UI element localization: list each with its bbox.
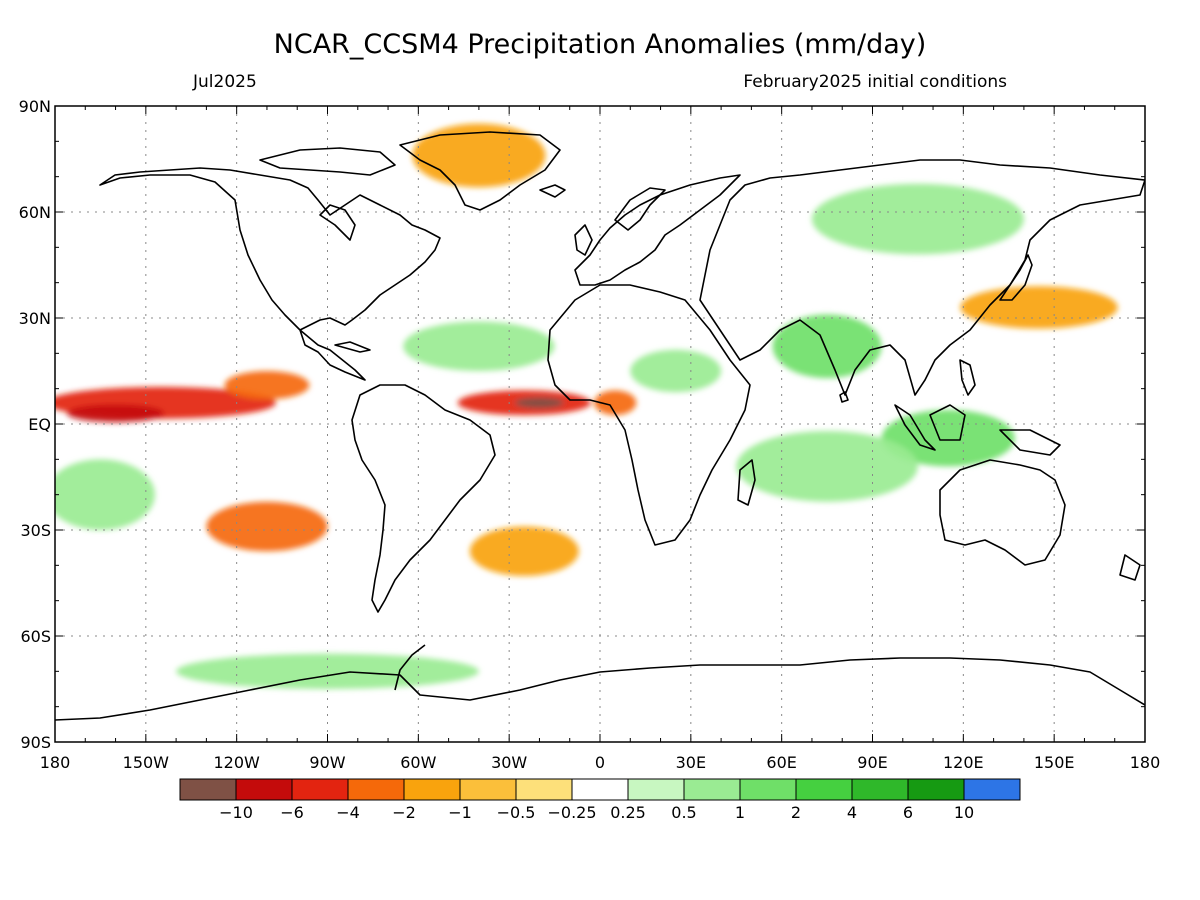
lat-label: 90N xyxy=(19,97,51,116)
lon-label: 120W xyxy=(213,753,260,772)
lon-label: 30E xyxy=(676,753,706,772)
colorbar-swatch xyxy=(347,778,405,801)
colorbar-swatch xyxy=(963,778,1021,801)
colorbar-label: −6 xyxy=(280,803,304,822)
colorbar-swatch xyxy=(795,778,853,801)
coastlines xyxy=(55,131,1145,721)
lat-label: EQ xyxy=(28,415,51,434)
anomaly-se-pacific-dry xyxy=(206,501,328,552)
colorbar-label: 2 xyxy=(791,803,801,822)
anomaly-east-pacific-dry xyxy=(224,371,310,400)
coast-africa xyxy=(547,284,751,546)
latitude-labels: 90N 60N 30N EQ 30S 60S 90S xyxy=(19,97,51,752)
colorbar-labels: −10 −6 −4 −2 −1 −0.5 −0.25 0.25 0.5 1 2 4 6 10 xyxy=(219,803,974,822)
colorbar-label: −1 xyxy=(448,803,472,822)
valid-month-label: Jul2025 xyxy=(192,72,257,92)
coast-philippines xyxy=(959,359,976,396)
anomaly-gulf-guinea-dry xyxy=(593,390,637,416)
lat-label: 60S xyxy=(20,627,51,646)
colorbar-label: −10 xyxy=(219,803,253,822)
colorbar-label: −0.5 xyxy=(497,803,536,822)
coast-north-america xyxy=(99,167,441,381)
colorbar-swatch xyxy=(235,778,293,801)
colorbar-label: 10 xyxy=(954,803,974,822)
coast-japan xyxy=(999,254,1033,301)
lat-label: 30N xyxy=(19,309,51,328)
lon-label: 0 xyxy=(595,753,605,772)
lon-label: 90E xyxy=(857,753,887,772)
anomaly-greenland-dry xyxy=(412,123,546,188)
anomaly-siberia-wet xyxy=(811,183,1024,255)
colorbar-label: −4 xyxy=(336,803,360,822)
colorbar-label: −2 xyxy=(392,803,416,822)
coast-antarctic-peninsula xyxy=(394,644,426,691)
longitude-labels: 180 150W 120W 90W 60W 30W 0 30E 60E 90E 120E 150E 18… xyxy=(40,753,1161,772)
colorbar-swatch xyxy=(851,778,909,801)
anomaly-itcz-pacific-core xyxy=(67,404,164,423)
colorbar-swatch xyxy=(403,778,461,801)
colorbar-label: 0.5 xyxy=(671,803,696,822)
lon-label: 120E xyxy=(943,753,984,772)
coast-borneo xyxy=(929,404,966,441)
colorbar-label: 6 xyxy=(903,803,913,822)
lat-label: 60N xyxy=(19,203,51,222)
colorbar-swatch xyxy=(571,778,629,801)
anomaly-nw-pacific-dry xyxy=(960,286,1118,329)
coast-south-america xyxy=(351,384,496,613)
lon-label: 60W xyxy=(400,753,436,772)
colorbar-swatch xyxy=(683,778,741,801)
lon-label: 180 xyxy=(40,753,71,772)
coast-new-zealand xyxy=(1119,554,1141,581)
colorbar-label: 0.25 xyxy=(610,803,646,822)
coast-arctic-islands xyxy=(259,147,396,176)
anomaly-central-africa-wet xyxy=(630,349,722,393)
coast-iceland xyxy=(539,184,566,198)
lon-label: 150W xyxy=(123,753,170,772)
lon-label: 30W xyxy=(491,753,527,772)
colorbar-label: 1 xyxy=(735,803,745,822)
coast-sumatra xyxy=(894,404,936,451)
coast-british-isles xyxy=(574,224,593,256)
coast-eurasia xyxy=(699,159,1145,396)
anomaly-india-wet xyxy=(772,314,882,379)
colorbar-swatch xyxy=(739,778,797,801)
lon-label: 90W xyxy=(309,753,345,772)
lon-label: 150E xyxy=(1034,753,1075,772)
coast-new-guinea xyxy=(999,429,1061,456)
colorbar xyxy=(179,778,1021,801)
coast-europe xyxy=(574,174,741,286)
init-conditions-label: February2025 initial conditions xyxy=(743,72,1007,92)
colorbar-label: −0.25 xyxy=(547,803,596,822)
colorbar-swatch xyxy=(907,778,965,801)
colorbar-swatch xyxy=(291,778,349,801)
map-title: NCAR_CCSM4 Precipitation Anomalies (mm/d… xyxy=(274,29,927,60)
coast-antarctica xyxy=(55,657,1145,721)
anomaly-atlantic-itcz-core xyxy=(515,397,564,409)
coast-greenland xyxy=(399,131,561,211)
colorbar-swatch xyxy=(627,778,685,801)
anomaly-s-atlantic-dry xyxy=(469,526,579,576)
axis-ticks xyxy=(54,105,1146,743)
anomaly-indian-ocean-wet xyxy=(736,431,918,502)
lat-label: 90S xyxy=(20,733,51,752)
lon-label: 60E xyxy=(766,753,796,772)
anomaly-south-pacific-wet xyxy=(55,459,155,530)
coast-cuba xyxy=(334,341,371,353)
lat-label: 30S xyxy=(20,521,51,540)
coast-sri-lanka xyxy=(839,391,849,403)
colorbar-swatch xyxy=(515,778,573,801)
coast-scandinavia xyxy=(614,187,666,231)
anomaly-n-atlantic-wet xyxy=(403,321,555,371)
coast-australia xyxy=(939,459,1066,566)
colorbar-swatch xyxy=(179,778,237,801)
anomaly-southern-ocean-wet xyxy=(176,653,479,689)
colorbar-label: 4 xyxy=(847,803,857,822)
coast-madagascar xyxy=(737,459,756,506)
map-panel xyxy=(54,105,1146,743)
coast-hudson-bay xyxy=(319,204,356,241)
lon-label: 180 xyxy=(1130,753,1161,772)
colorbar-swatch xyxy=(459,778,517,801)
